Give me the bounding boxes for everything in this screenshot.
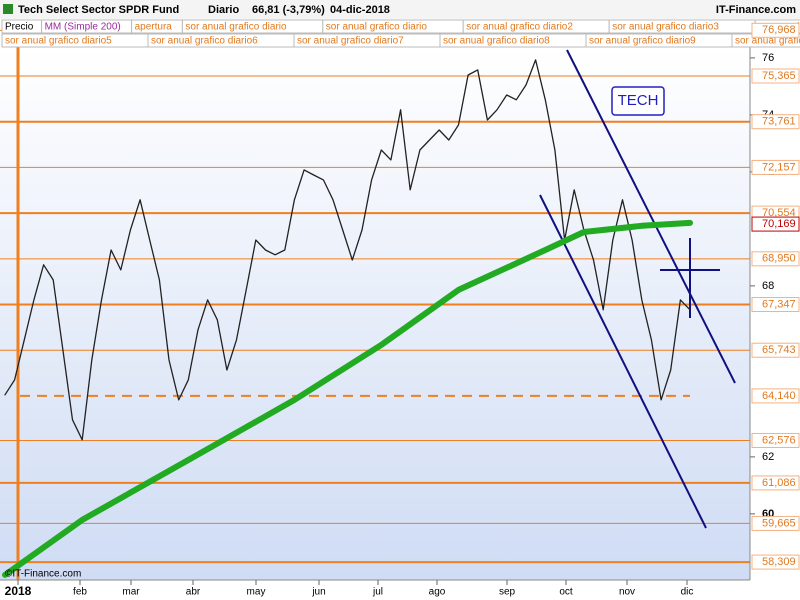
copyright: ©IT-Finance.com xyxy=(5,569,81,580)
y-tick-label: 76 xyxy=(762,52,774,64)
tab-label: Precio xyxy=(5,22,34,33)
moving-average xyxy=(2,219,693,578)
tab-label: sor anual grafico diario9 xyxy=(589,36,696,47)
level-label: 67,347 xyxy=(762,298,796,310)
x-tick-label: sep xyxy=(499,587,516,598)
level-label: 58,309 xyxy=(762,556,796,568)
annotation-box xyxy=(611,86,665,116)
level-label: 70,554 xyxy=(762,207,796,219)
x-tick-label: abr xyxy=(186,587,201,598)
level-label: 62,576 xyxy=(762,434,796,446)
x-tick-label: oct xyxy=(559,587,573,598)
tab-label: MM (Simple 200) xyxy=(45,22,121,33)
x-tick-label: feb xyxy=(73,587,87,598)
title: Tech Select Sector SPDR Fund xyxy=(18,4,179,16)
tab-label: sor anual grafico diario5 xyxy=(5,36,112,47)
period: Diario xyxy=(208,4,239,16)
tab-label: sor anual grafico diario2 xyxy=(466,22,573,33)
x-tick-label: ago xyxy=(429,587,446,598)
tab-label: sor anual grafico diario6 xyxy=(151,36,258,47)
x-tick-label: dic xyxy=(681,587,694,598)
logo xyxy=(3,4,13,14)
level-label: 72,157 xyxy=(762,161,796,173)
date: 04-dic-2018 xyxy=(330,4,390,16)
price-line xyxy=(4,59,691,441)
level-label-box xyxy=(751,388,800,404)
level-label: 65,743 xyxy=(762,344,796,356)
tab-label: sor anual grafico diario xyxy=(326,22,428,33)
y-tick-label: 62 xyxy=(762,451,774,463)
x-tick-label: jun xyxy=(311,587,325,598)
level-label-box xyxy=(751,475,800,491)
level-label-box xyxy=(751,432,800,448)
level-label: 64,140 xyxy=(762,390,796,402)
channel-lower xyxy=(539,194,707,529)
y-tick-label: 68 xyxy=(762,280,774,292)
level-label-box xyxy=(751,22,800,38)
plot-area xyxy=(0,47,750,580)
tab-label: apertura xyxy=(135,22,173,33)
level-label-box xyxy=(751,68,800,84)
x-tick-label: nov xyxy=(619,587,635,598)
level-label-box xyxy=(751,554,800,570)
channel-upper xyxy=(566,49,736,384)
ma-label: 70,169 xyxy=(762,218,796,230)
tab-label: sor anual grafico diario7 xyxy=(297,36,404,47)
tab-label: sor anual grafico diario3 xyxy=(612,22,719,33)
ma-label-box xyxy=(751,216,800,232)
level-label-box xyxy=(751,114,800,130)
annotation: TECH xyxy=(618,92,659,109)
x-tick-label: mar xyxy=(122,587,140,598)
level-label: 59,665 xyxy=(762,517,796,529)
level-label: 61,086 xyxy=(762,477,796,489)
tab-label: sor anual grafico diario8 xyxy=(443,36,550,47)
brand: IT-Finance.com xyxy=(716,4,796,16)
x-tick-label: 2018 xyxy=(5,584,32,598)
level-label-box xyxy=(751,159,800,175)
level-label: 68,950 xyxy=(762,253,796,265)
level-label-box xyxy=(751,515,800,531)
level-label: 75,365 xyxy=(762,70,796,82)
level-label-box xyxy=(751,297,800,313)
level-label: 73,761 xyxy=(762,116,796,128)
header xyxy=(0,0,800,19)
x-tick-label: jul xyxy=(372,587,383,598)
tab-label: sor anual grafico diario10 xyxy=(735,36,800,47)
level-label: 76,968 xyxy=(762,24,796,36)
tab-label: sor anual grafico diario xyxy=(185,22,287,33)
level-label-box xyxy=(751,251,800,267)
level-label-box xyxy=(751,342,800,358)
last-price: 66,81 (-3,79%) xyxy=(252,4,325,16)
x-tick-label: may xyxy=(247,587,266,598)
